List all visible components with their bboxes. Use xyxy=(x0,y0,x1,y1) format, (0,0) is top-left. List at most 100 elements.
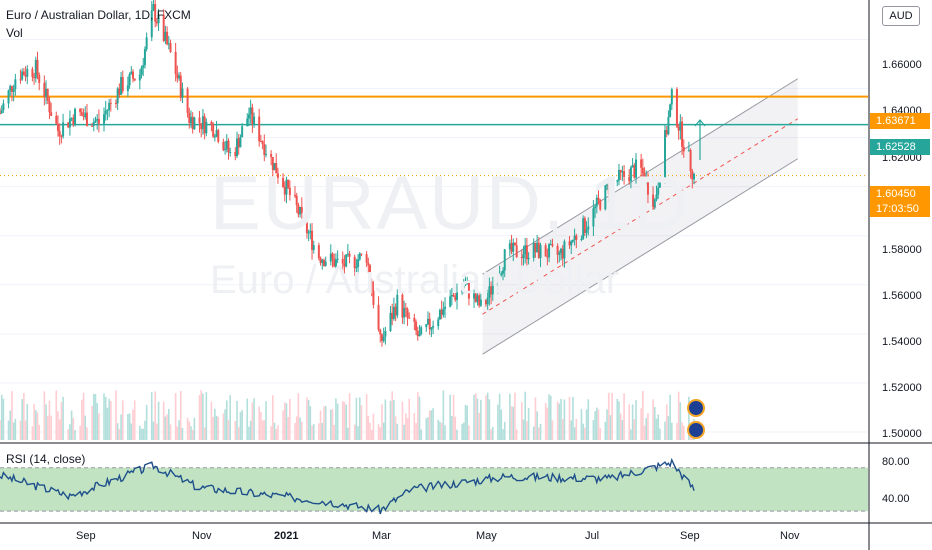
rsi-title[interactable]: RSI (14, close) xyxy=(6,452,86,466)
candle-body xyxy=(466,282,469,285)
candle-body xyxy=(467,282,470,299)
volume-bar xyxy=(21,399,23,440)
volume-bar xyxy=(98,413,100,440)
candle-body xyxy=(155,21,158,24)
volume-bar xyxy=(203,427,206,440)
countdown-tag: 17:03:50 xyxy=(870,201,930,217)
volume-bar xyxy=(420,429,422,440)
candle-body xyxy=(258,116,261,142)
volume-bar xyxy=(116,423,119,440)
candle-body xyxy=(645,178,648,185)
candle-body xyxy=(515,245,518,257)
last-price-tag: 1.60450 xyxy=(870,186,930,202)
volume-bar xyxy=(631,404,634,440)
volume-bar xyxy=(463,422,465,440)
candle-body xyxy=(384,330,387,337)
volume-bar xyxy=(285,403,288,440)
volume-bar xyxy=(193,417,196,440)
candle-body xyxy=(239,137,242,148)
volume-bar xyxy=(486,392,489,440)
volume-bar xyxy=(452,395,455,440)
candle-body xyxy=(288,187,291,195)
volume-bar xyxy=(480,399,482,440)
candle-body xyxy=(597,197,600,200)
volume-bar xyxy=(205,392,208,440)
volume-bar xyxy=(289,399,291,440)
volume-bar xyxy=(287,416,289,440)
candle-body xyxy=(670,89,673,105)
volume-bar xyxy=(318,423,320,440)
volume-bar xyxy=(38,424,41,440)
candle-body xyxy=(287,179,290,188)
candle-body xyxy=(607,184,610,195)
currency-button[interactable]: AUD xyxy=(882,6,920,26)
candle-body xyxy=(346,253,349,255)
volume-bar xyxy=(162,401,165,440)
volume-bar xyxy=(657,414,659,440)
volume-bar xyxy=(35,410,37,440)
candle-body xyxy=(270,153,273,158)
volume-bar xyxy=(217,416,220,440)
candle-body xyxy=(585,229,588,233)
volume-bar xyxy=(609,415,612,440)
candle-body xyxy=(413,317,416,322)
volume-bar xyxy=(333,425,336,440)
candle-body xyxy=(621,171,624,173)
candle-body xyxy=(432,326,435,328)
candle-body xyxy=(365,254,368,263)
volume-bar xyxy=(679,402,682,440)
candle-body xyxy=(0,110,3,114)
candle-body xyxy=(85,112,88,126)
candle-body xyxy=(389,312,392,331)
time-tick: Mar xyxy=(372,530,391,542)
volume-bar xyxy=(312,424,315,440)
volume-bar xyxy=(688,396,690,440)
candle-body xyxy=(380,334,383,342)
candle-body xyxy=(606,184,609,186)
candle-body xyxy=(546,256,549,258)
candle-body xyxy=(428,318,431,330)
volume-bar xyxy=(539,423,542,440)
volume-bar xyxy=(74,429,76,440)
volume-bar xyxy=(560,398,562,440)
eu-event-flag-icon[interactable] xyxy=(687,421,705,439)
candle-body xyxy=(416,330,419,337)
volume-bar xyxy=(396,423,399,440)
candle-body xyxy=(548,244,551,258)
volume-bar xyxy=(214,408,216,440)
volume-bar xyxy=(179,390,182,440)
au-event-flag-icon[interactable] xyxy=(687,399,705,417)
volume-bar xyxy=(561,419,564,440)
volume-bar xyxy=(406,418,409,440)
candle-body xyxy=(646,178,649,195)
candle-body xyxy=(282,177,285,187)
candle-body xyxy=(691,170,694,180)
candle-body xyxy=(640,159,643,168)
candle-body xyxy=(311,230,314,250)
candle-body xyxy=(401,294,404,318)
candle-body xyxy=(343,263,346,267)
candle-body xyxy=(247,114,250,119)
volume-bar xyxy=(582,423,584,440)
candle-body xyxy=(508,243,511,250)
volume-bar xyxy=(118,429,121,440)
candle-body xyxy=(502,270,505,274)
candle-body xyxy=(285,179,288,195)
volume-bar xyxy=(355,397,358,440)
candle-body xyxy=(655,194,658,200)
candle-body xyxy=(345,254,348,267)
candle-body xyxy=(617,169,620,181)
volume-bar xyxy=(428,410,431,440)
volume-bar xyxy=(236,400,238,440)
candle-body xyxy=(167,43,170,45)
candle-body xyxy=(382,336,385,342)
volume-label[interactable]: Vol xyxy=(6,26,23,40)
volume-bar xyxy=(178,420,180,440)
candle-body xyxy=(259,141,262,143)
candle-body xyxy=(322,259,325,266)
volume-bar xyxy=(488,399,491,440)
price-tick: 1.50000 xyxy=(882,428,922,440)
volume-bar xyxy=(425,418,428,440)
regression-channel xyxy=(482,78,799,355)
symbol-title[interactable]: Euro / Australian Dollar, 1D, FXCM xyxy=(6,8,191,22)
